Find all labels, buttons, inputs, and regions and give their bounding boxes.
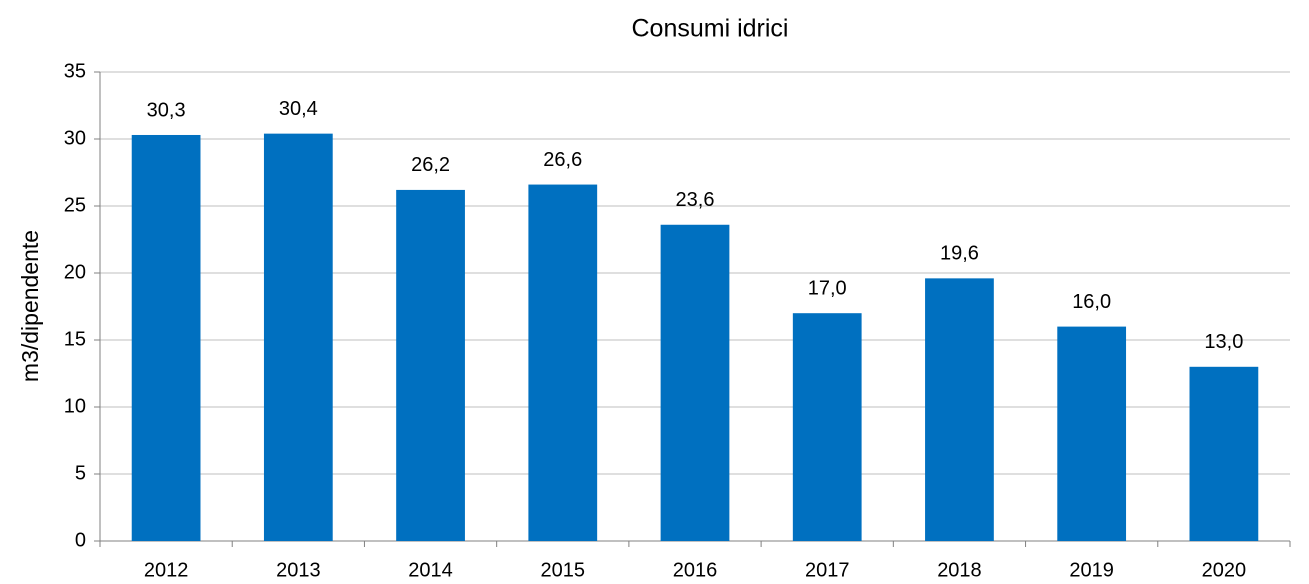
bar — [925, 278, 994, 541]
data-label: 19,6 — [940, 243, 979, 265]
data-label: 13,0 — [1204, 331, 1243, 353]
x-tick-label: 2014 — [408, 559, 453, 581]
bar — [528, 184, 598, 541]
x-tick-label: 2013 — [276, 559, 321, 581]
y-tick-label: 10 — [64, 395, 86, 417]
y-tick-label: 25 — [64, 194, 86, 216]
x-tick-label: 2015 — [541, 559, 586, 581]
x-tick-label: 2012 — [144, 559, 189, 581]
bar — [660, 224, 730, 541]
x-tick-label: 2018 — [937, 559, 982, 581]
data-label: 30,4 — [279, 98, 318, 120]
y-axis-label: m3/dipendente — [17, 230, 43, 382]
data-label: 30,3 — [147, 99, 186, 121]
y-tick-label: 35 — [64, 60, 86, 82]
bar — [1189, 366, 1259, 541]
bar — [1057, 326, 1127, 541]
chart-title: Consumi idrici — [632, 15, 789, 43]
x-tick-label: 2017 — [805, 559, 850, 581]
bar — [792, 313, 862, 541]
data-label: 26,2 — [411, 154, 450, 176]
y-tick-label: 15 — [64, 328, 86, 350]
data-label: 23,6 — [676, 189, 715, 211]
bar — [263, 133, 333, 541]
y-tick-label: 20 — [64, 261, 86, 283]
bar — [396, 189, 465, 542]
x-tick-label: 2020 — [1202, 559, 1247, 581]
bar — [131, 134, 201, 542]
y-tick-label: 5 — [75, 462, 86, 484]
x-tick-label: 2019 — [1069, 559, 1114, 581]
data-label: 26,6 — [543, 149, 582, 171]
y-tick-label: 0 — [75, 529, 86, 551]
x-tick-label: 2016 — [673, 559, 718, 581]
data-label: 17,0 — [808, 277, 847, 299]
data-label: 16,0 — [1072, 291, 1111, 313]
y-tick-label: 30 — [64, 127, 86, 149]
